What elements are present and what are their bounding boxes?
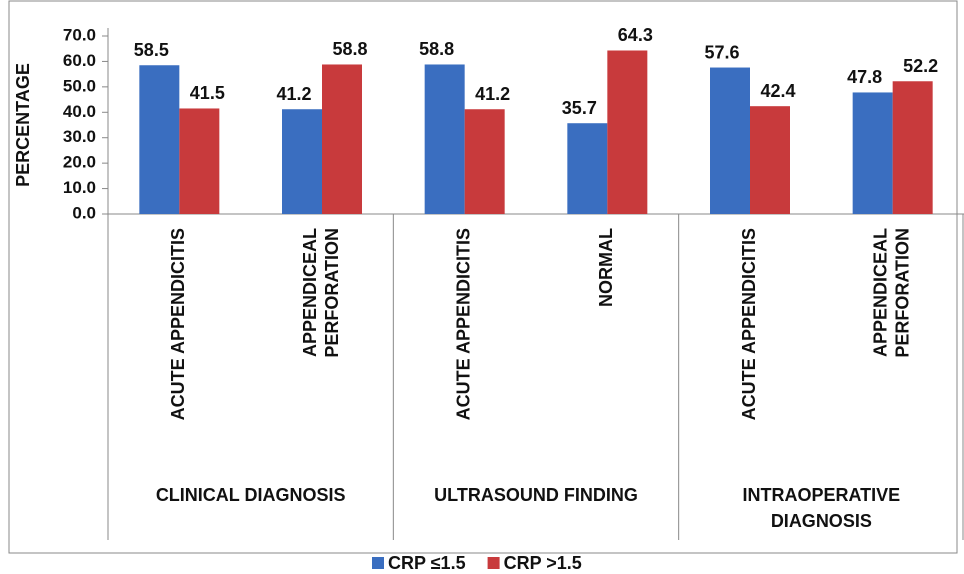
x-tick-label: ACUTE APPENDICITIS	[739, 228, 759, 420]
bar	[464, 109, 505, 214]
value-label: 42.4	[760, 81, 795, 101]
group-label: CLINICAL DIAGNOSIS	[156, 485, 346, 505]
bar	[424, 64, 465, 214]
y-tick-label: 60.0	[63, 51, 96, 70]
y-tick-label: 10.0	[63, 178, 96, 197]
x-tick-label: NORMAL	[596, 228, 616, 307]
value-label: 47.8	[847, 67, 882, 87]
value-label: 58.8	[332, 39, 367, 59]
value-label: 52.2	[903, 56, 938, 76]
y-axis-title: PERCENTAGE	[13, 63, 33, 187]
x-tick-label: ACUTE APPENDICITIS	[168, 228, 188, 420]
y-tick-label: 50.0	[63, 76, 96, 95]
bar	[567, 123, 608, 214]
bar	[179, 108, 220, 214]
y-tick-label: 0.0	[72, 203, 96, 222]
x-tick-label: APPENDICEAL	[300, 228, 320, 357]
value-label: 58.5	[134, 40, 169, 60]
x-tick-label: ACUTE APPENDICITIS	[453, 228, 473, 420]
group-label: ULTRASOUND FINDING	[434, 485, 638, 505]
x-tick-label: PERFORATION	[892, 228, 912, 358]
bar	[322, 64, 362, 214]
group-label: INTRAOPERATIVE	[742, 485, 900, 505]
bar	[139, 65, 180, 214]
value-label: 41.2	[475, 84, 510, 104]
bar	[892, 81, 933, 215]
y-tick-label: 30.0	[63, 127, 96, 146]
y-tick-label: 40.0	[63, 102, 96, 121]
bar	[710, 67, 750, 214]
legend-label: CRP ≤1.5	[388, 553, 466, 573]
x-tick-label: APPENDICEAL	[870, 228, 890, 357]
y-tick-label: 20.0	[63, 153, 96, 172]
bar	[852, 92, 893, 214]
y-tick-label: 70.0	[63, 25, 96, 44]
bar	[750, 106, 790, 214]
group-label: DIAGNOSIS	[771, 511, 872, 531]
bar	[607, 50, 648, 214]
value-label: 64.3	[618, 25, 653, 45]
value-label: 41.5	[190, 83, 225, 103]
legend-label: CRP >1.5	[504, 553, 582, 573]
x-tick-label: PERFORATION	[322, 228, 342, 358]
value-label: 35.7	[562, 98, 597, 118]
value-label: 41.2	[276, 84, 311, 104]
value-label: 58.8	[419, 39, 454, 59]
legend-swatch	[372, 557, 384, 569]
value-label: 57.6	[704, 42, 739, 62]
frame	[8, 0, 958, 554]
bar	[282, 109, 322, 214]
legend-swatch	[487, 557, 500, 569]
